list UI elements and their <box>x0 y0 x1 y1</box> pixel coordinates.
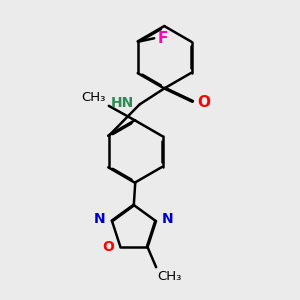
Text: N: N <box>94 212 106 226</box>
Text: CH₃: CH₃ <box>81 92 105 104</box>
Text: CH₃: CH₃ <box>158 270 182 283</box>
Text: O: O <box>102 240 114 254</box>
Text: HN: HN <box>111 96 134 110</box>
Text: F: F <box>158 31 168 46</box>
Text: O: O <box>197 95 210 110</box>
Text: N: N <box>162 212 174 226</box>
